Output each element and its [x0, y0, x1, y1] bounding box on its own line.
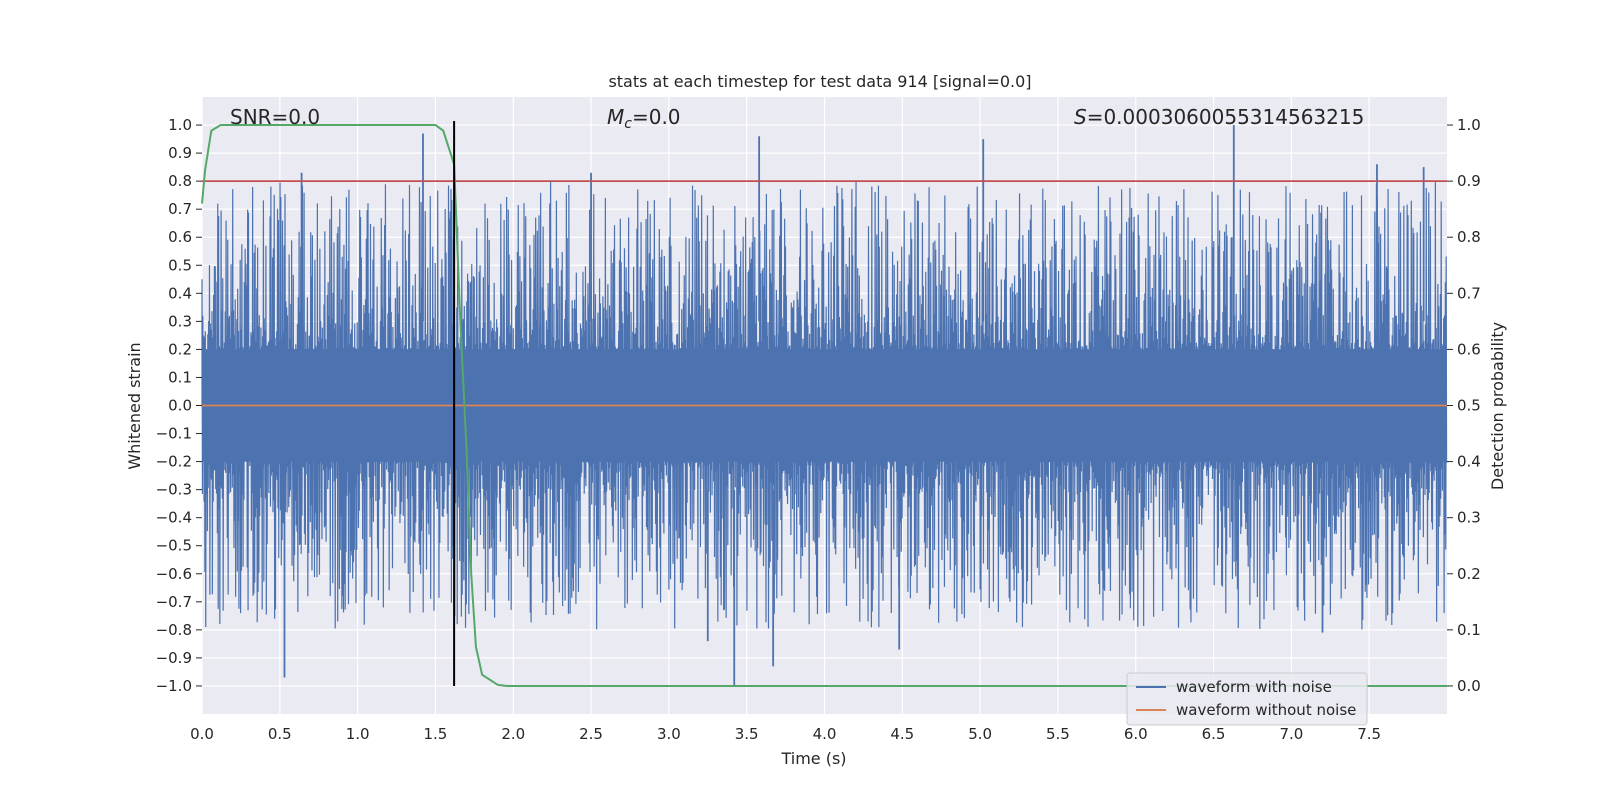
y-left-tick-label: 0.5 — [168, 256, 192, 274]
mc-subscript: c — [624, 116, 632, 132]
y-right-tick-label: 0.3 — [1457, 509, 1481, 527]
y-left-tick-label: −0.7 — [156, 593, 192, 611]
y-left-tick-label: −0.9 — [156, 649, 192, 667]
mc-value: =0.0 — [632, 105, 681, 129]
y-left-tick-label: −0.3 — [156, 481, 192, 499]
x-tick-label: 3.5 — [735, 725, 759, 743]
y-right-tick-label: 0.4 — [1457, 453, 1481, 471]
y-left-tick-label: 0.1 — [168, 368, 192, 386]
x-tick-label: 7.5 — [1357, 725, 1381, 743]
y-left-tick-label: 0.9 — [168, 144, 192, 162]
y-right-tick-label: 1.0 — [1457, 116, 1481, 134]
legend-entry-noise: waveform with noise — [1176, 678, 1332, 696]
y-left-tick-label: −0.5 — [156, 537, 192, 555]
y-right-tick-label: 0.0 — [1457, 677, 1481, 695]
s-annotation: S=0.0003060055314563215 — [1074, 105, 1364, 129]
y-left-tick-label: 0.4 — [168, 284, 192, 302]
x-tick-label: 2.5 — [579, 725, 603, 743]
y-left-tick-label: 0.8 — [168, 172, 192, 190]
mc-annotation: Mc=0.0 — [607, 105, 681, 132]
x-tick-label: 6.5 — [1202, 725, 1226, 743]
x-tick-label: 1.5 — [424, 725, 448, 743]
y-right-tick-label: 0.2 — [1457, 565, 1481, 583]
chart-lines — [201, 121, 1447, 687]
y-axis-right-label: Detection probability — [1488, 322, 1507, 490]
x-tick-label: 6.0 — [1124, 725, 1148, 743]
ticks: 0.0 0.5 1.0 1.5 2.0 2.5 3.0 3.5 4.0 4.5 5.0 5.5 6.0 6… — [156, 116, 1481, 743]
legend-entry-clean: waveform without noise — [1176, 701, 1356, 719]
y-left-tick-label: −1.0 — [156, 677, 192, 695]
legend: waveform with noise waveform without noi… — [1126, 672, 1368, 726]
mc-symbol: M — [607, 105, 624, 129]
y-left-tick-label: 0.2 — [168, 340, 192, 358]
x-tick-label: 4.0 — [813, 725, 837, 743]
y-left-tick-label: 0.0 — [168, 397, 192, 415]
y-right-tick-label: 0.5 — [1457, 397, 1481, 415]
x-tick-label: 5.0 — [968, 725, 992, 743]
snr-annotation: SNR=0.0 — [230, 105, 320, 129]
x-tick-label: 3.0 — [657, 725, 681, 743]
y-right-tick-label: 0.7 — [1457, 284, 1481, 302]
y-left-tick-label: 0.7 — [168, 200, 192, 218]
x-tick-label: 5.5 — [1046, 725, 1070, 743]
chart-title: stats at each timestep for test data 914… — [608, 72, 1031, 91]
y-left-tick-label: −0.8 — [156, 621, 192, 639]
s-value: =0.0003060055314563215 — [1087, 105, 1365, 129]
y-left-tick-label: −0.1 — [156, 425, 192, 443]
legend-box — [1126, 672, 1368, 726]
detection-probability-line — [201, 124, 1447, 687]
x-tick-label: 0.5 — [268, 725, 292, 743]
y-left-tick-label: −0.6 — [156, 565, 192, 583]
y-axis-left-label: Whitened strain — [125, 342, 144, 469]
x-tick-label: 7.0 — [1279, 725, 1303, 743]
x-axis-label: Time (s) — [780, 749, 846, 768]
x-tick-label: 2.0 — [501, 725, 525, 743]
s-symbol: S — [1074, 105, 1087, 129]
y-right-tick-label: 0.8 — [1457, 228, 1481, 246]
y-right-tick-label: 0.1 — [1457, 621, 1481, 639]
y-left-tick-label: −0.4 — [156, 509, 192, 527]
y-left-tick-label: 0.3 — [168, 312, 192, 330]
y-left-tick-label: 0.6 — [168, 228, 192, 246]
y-left-tick-label: 1.0 — [168, 116, 192, 134]
x-tick-label: 4.5 — [890, 725, 914, 743]
noisy-waveform-path — [201, 181, 1448, 630]
x-tick-label: 0.0 — [190, 725, 214, 743]
y-left-tick-label: −0.2 — [156, 453, 192, 471]
y-right-tick-label: 0.9 — [1457, 172, 1481, 190]
y-right-tick-label: 0.6 — [1457, 340, 1481, 358]
x-tick-label: 1.0 — [346, 725, 370, 743]
